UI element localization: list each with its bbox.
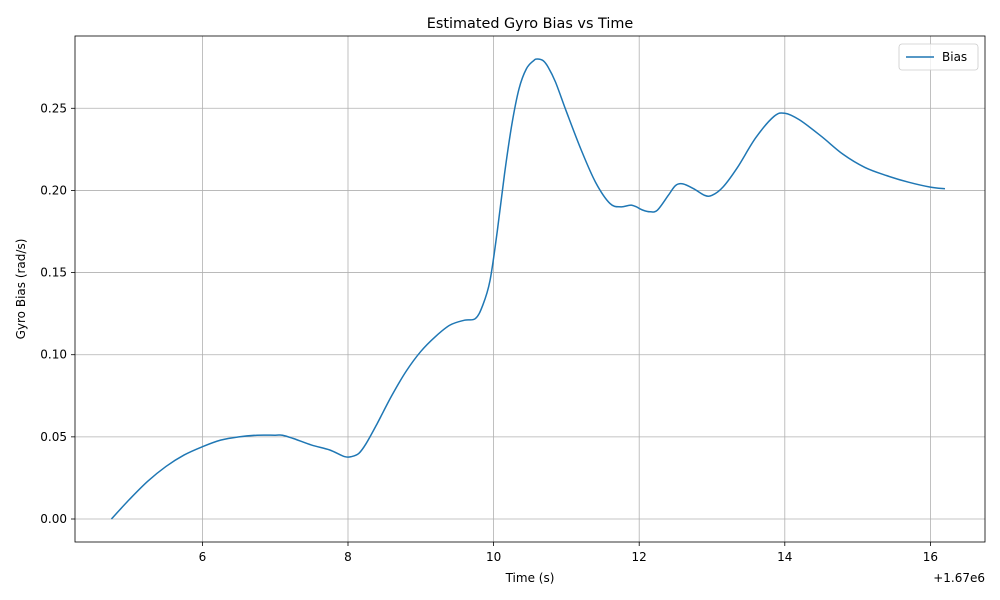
- y-axis-label: Gyro Bias (rad/s): [14, 239, 28, 340]
- x-tick-label: 16: [923, 550, 938, 564]
- x-tick-label: 14: [777, 550, 792, 564]
- legend-box: [898, 43, 979, 71]
- x-tick-label: 10: [486, 550, 501, 564]
- x-tick-label: 12: [632, 550, 647, 564]
- x-tick-label: 6: [199, 550, 207, 564]
- y-tick-label: 0.20: [40, 183, 67, 197]
- y-tick-label: 0.25: [40, 101, 67, 115]
- series-layer: [110, 58, 946, 520]
- y-tick-label: 0.00: [40, 512, 67, 526]
- x-tick-label: 8: [344, 550, 352, 564]
- y-tick-label: 0.10: [40, 348, 67, 362]
- y-tick-label: 0.15: [40, 266, 67, 280]
- chart-title: Estimated Gyro Bias vs Time: [427, 16, 634, 32]
- series-line-bias: [110, 58, 946, 520]
- legend-label: Bias: [942, 50, 967, 64]
- x-axis-label: Time (s): [505, 571, 555, 585]
- y-tick-label: 0.05: [40, 430, 67, 444]
- legend: Bias: [898, 43, 979, 71]
- x-offset-label: +1.67e6: [933, 571, 985, 585]
- plot-frame: [74, 35, 986, 543]
- grid-lines: [75, 36, 985, 542]
- ticks: 6 8 10 12 14 16 0.00 0.05 0.10 0.15 0.20 0.25: [40, 101, 938, 564]
